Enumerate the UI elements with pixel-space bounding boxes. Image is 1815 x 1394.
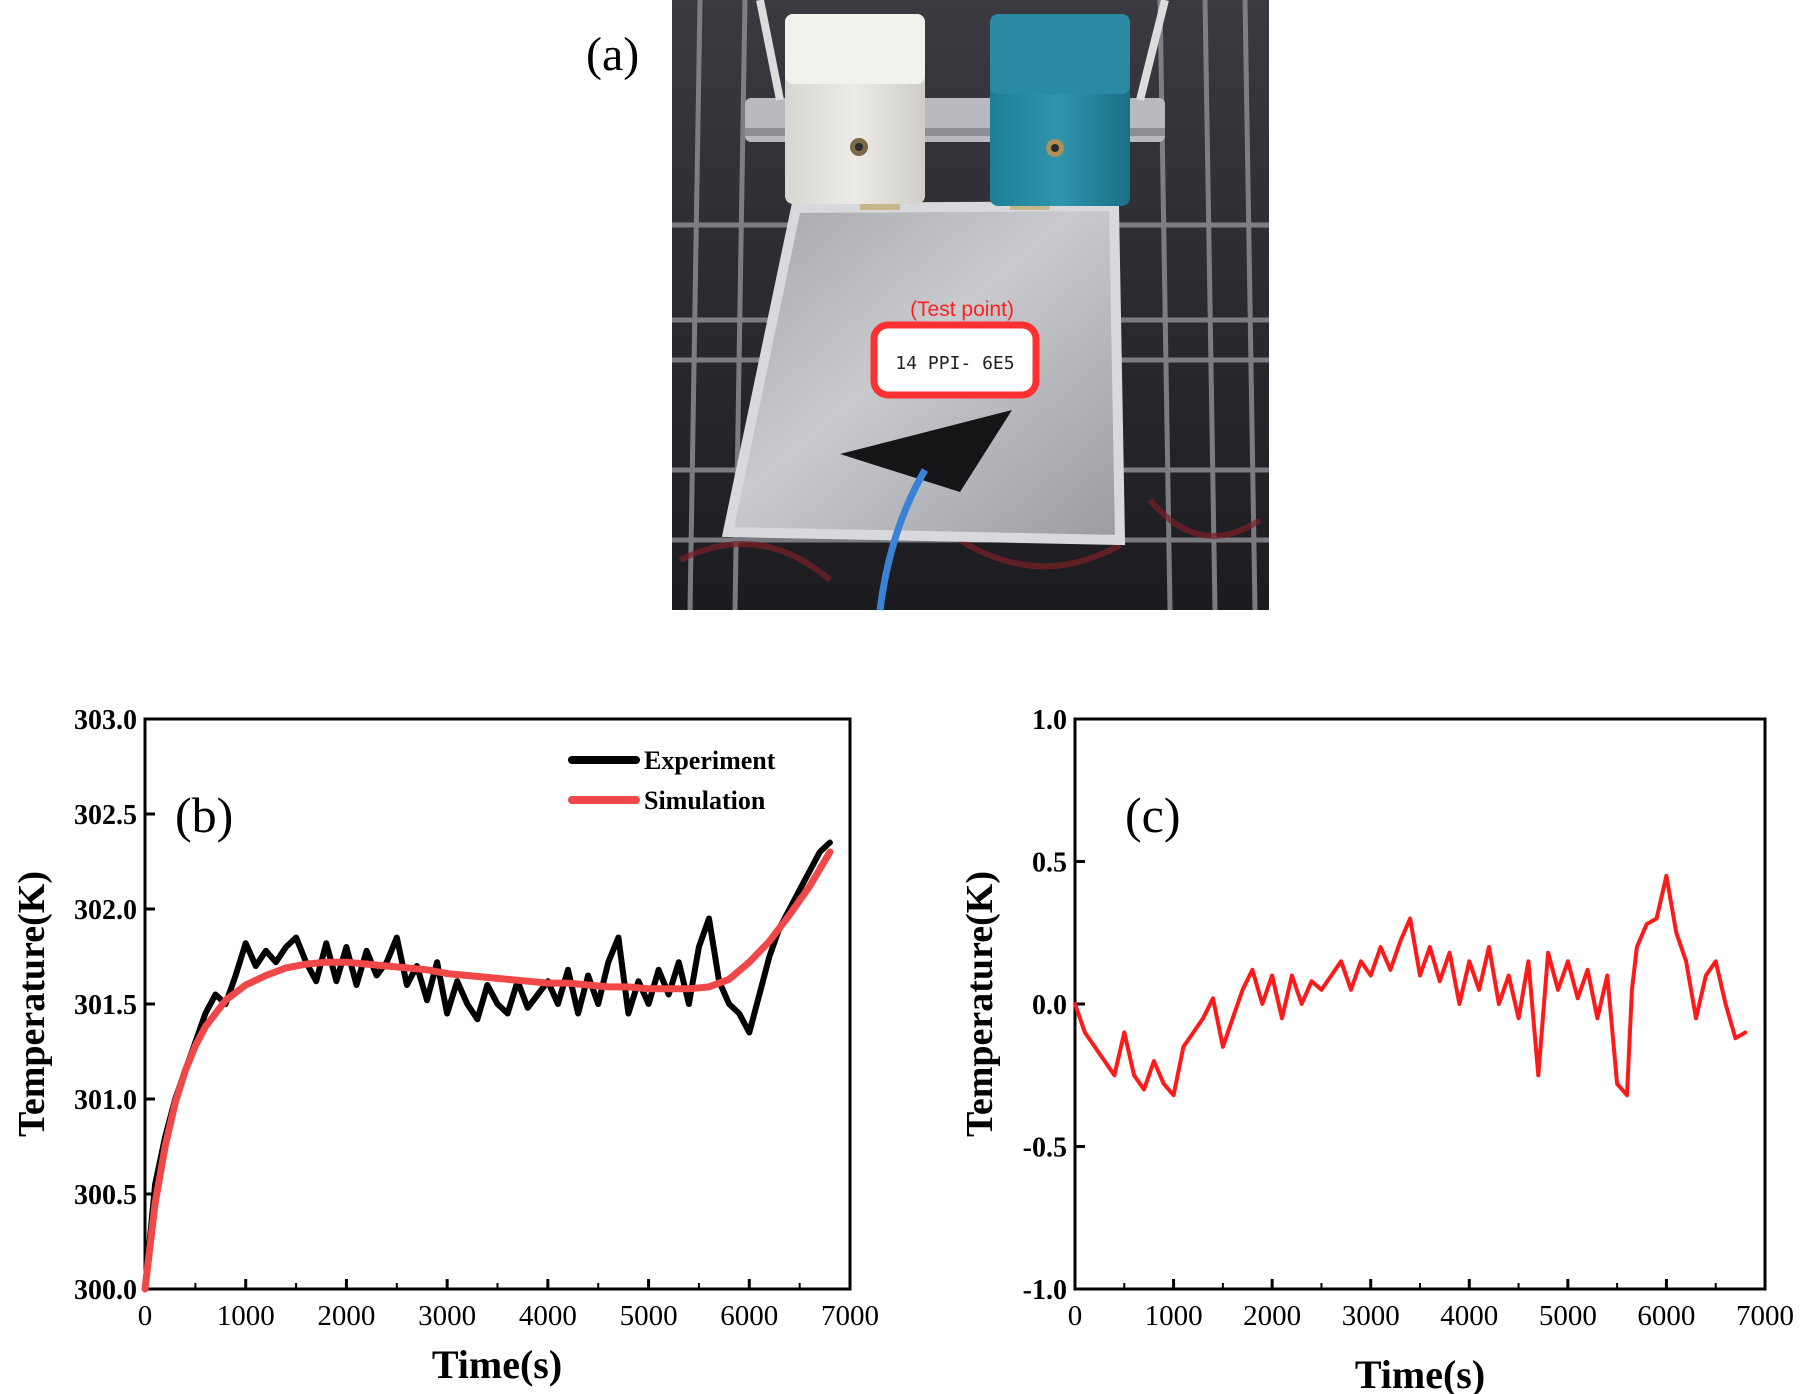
thermocouple-tape xyxy=(840,410,1012,492)
y-tick-label-c-1: -0.5 xyxy=(1023,1133,1067,1164)
panel-label-b: (b) xyxy=(175,787,233,843)
x-tick-label-b-4: 4000 xyxy=(519,1300,577,1332)
ticks-b: 0 1000 2000 3000 4000 5000 6000 7000 300.0 300.5 3… xyxy=(74,705,879,1332)
blue-clip xyxy=(990,14,1130,206)
x-tick-label-b-5: 5000 xyxy=(620,1300,678,1332)
x-tick-label-c-6: 6000 xyxy=(1637,1300,1695,1332)
x-tick-label-b-3: 3000 xyxy=(418,1300,476,1332)
x-tick-label-b-6: 6000 xyxy=(720,1300,778,1332)
x-tick-label-c-2: 2000 xyxy=(1243,1300,1301,1332)
x-tick-label-b-2: 2000 xyxy=(317,1300,375,1332)
series-line-c-difference xyxy=(1073,873,1748,1098)
legend-label-simulation: Simulation xyxy=(644,786,766,815)
series-c xyxy=(1073,873,1748,1098)
test-point-annotation: (Test point) xyxy=(910,298,1014,321)
y-tick-label-c-4: 1.0 xyxy=(1032,705,1067,736)
y-tick-label-c-2: 0.0 xyxy=(1032,990,1067,1021)
y-tick-label-b-5: 302.5 xyxy=(74,800,137,831)
y-axis-label-c: Temperature(K) xyxy=(959,871,1001,1137)
y-tick-label-b-3: 301.5 xyxy=(74,990,137,1021)
x-axis-label-c: Time(s) xyxy=(1355,1352,1485,1394)
x-tick-label-b-1: 1000 xyxy=(217,1300,275,1332)
white-clip xyxy=(785,14,925,204)
x-tick-label-b-0: 0 xyxy=(138,1300,153,1332)
series-line-b-experiment xyxy=(142,839,833,1292)
y-tick-label-c-0: -1.0 xyxy=(1023,1275,1067,1306)
series-line-b-simulation xyxy=(141,848,834,1293)
y-tick-label-b-0: 300.0 xyxy=(74,1275,137,1306)
panel-label-c: (c) xyxy=(1125,787,1181,843)
x-tick-label-c-7: 7000 xyxy=(1736,1300,1794,1332)
x-tick-label-c-4: 4000 xyxy=(1440,1300,1498,1332)
sticker-text: 14 PPI- 6E5 xyxy=(895,353,1014,374)
x-tick-label-c-3: 3000 xyxy=(1342,1300,1400,1332)
test-point-sticker: 14 PPI- 6E5 xyxy=(870,321,1040,399)
y-tick-label-c-3: 0.5 xyxy=(1032,848,1067,879)
background-cables xyxy=(678,498,1262,583)
y-tick-label-b-6: 303.0 xyxy=(74,705,137,736)
y-tick-label-b-2: 301.0 xyxy=(74,1085,137,1116)
x-tick-label-b-7: 7000 xyxy=(821,1300,879,1332)
chart-c: 0 1000 2000 3000 4000 5000 6000 7000 -1.0 -0.5 0.0… xyxy=(959,705,1794,1394)
thermocouple-wire xyxy=(876,468,929,611)
battery-photo: 14 PPI- 6E5 (Test point) xyxy=(672,0,1269,611)
y-tick-label-b-4: 302.0 xyxy=(74,895,137,926)
chart-b: 0 1000 2000 3000 4000 5000 6000 7000 300.0 300.5 3… xyxy=(11,705,879,1387)
ticks-c: 0 1000 2000 3000 4000 5000 6000 7000 -1.0 -0.5 0.0… xyxy=(1023,705,1794,1332)
legend-b: Experiment Simulation xyxy=(568,746,776,815)
y-axis-label-b: Temperature(K) xyxy=(11,871,53,1137)
y-tick-label-b-1: 300.5 xyxy=(74,1180,137,1211)
x-axis-label-b: Time(s) xyxy=(432,1342,562,1387)
x-tick-label-c-1: 1000 xyxy=(1145,1300,1203,1332)
panel-label-a: (a) xyxy=(586,28,639,81)
x-tick-label-c-5: 5000 xyxy=(1539,1300,1597,1332)
series-b xyxy=(141,839,834,1293)
x-tick-label-c-0: 0 xyxy=(1068,1300,1083,1332)
legend-label-experiment: Experiment xyxy=(644,746,776,775)
